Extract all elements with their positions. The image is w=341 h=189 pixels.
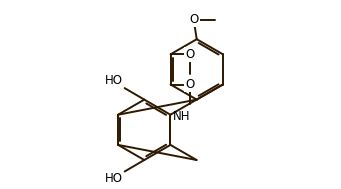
Text: O: O [186, 78, 195, 91]
Text: O: O [186, 48, 195, 61]
Text: O: O [189, 13, 198, 26]
Text: NH: NH [173, 110, 190, 123]
Text: HO: HO [105, 172, 123, 185]
Text: HO: HO [105, 74, 123, 87]
